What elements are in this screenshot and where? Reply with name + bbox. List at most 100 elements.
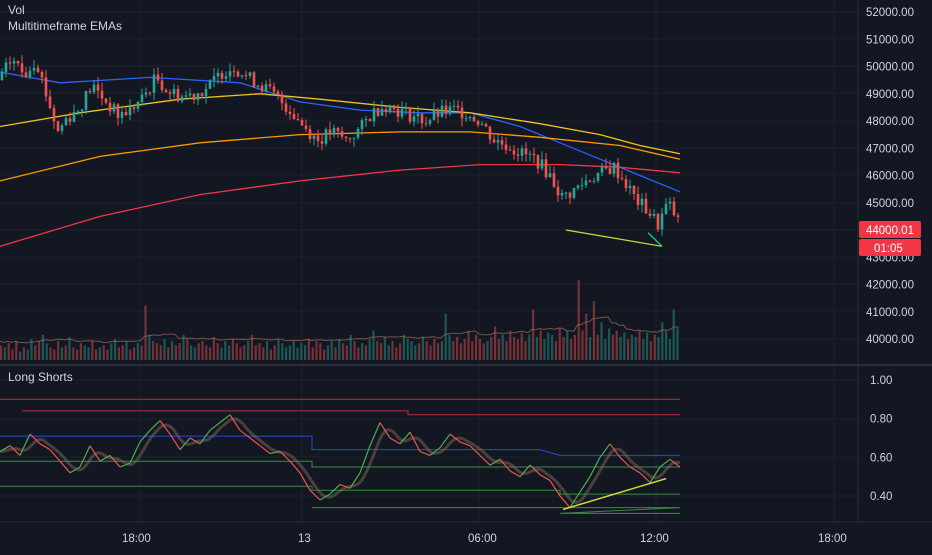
volume-bar [532,309,535,360]
candle-body [360,120,364,129]
volume-bar [57,341,60,360]
volume-bar [0,345,3,360]
oscillator-line [269,450,281,455]
volume-bar [239,347,242,360]
volume-bar [300,343,303,360]
candle-body [232,71,236,73]
volume-bar [315,341,318,360]
volume-bar [72,347,75,360]
volume-bar [520,332,523,360]
candle-body [532,153,536,156]
candle-body [376,108,380,116]
candle-body [380,108,384,116]
candle-body [396,108,400,117]
candle-body [444,105,448,114]
volume-bar [642,339,645,360]
oscillator-tick-label: 0.80 [870,414,892,426]
volume-bar [566,330,569,360]
oscillator-line [149,420,161,431]
candle-body [580,185,584,187]
oscillator-line [9,445,21,456]
volume-bar [501,334,504,360]
volume-bar [22,347,25,360]
candle-body [600,165,604,173]
volume-bar [38,341,41,360]
candle-body [336,127,340,132]
candle-body [280,94,284,104]
volume-bar [258,343,261,360]
candle-body [428,120,432,124]
candle-body [268,84,272,87]
candle-body [72,112,76,122]
volume-bar [634,336,637,360]
volume-bar [452,341,455,360]
candle-body [476,121,480,125]
time-tick-label: 12:00 [640,533,669,545]
volume-bar [117,347,120,360]
candle-body [124,112,128,115]
volume-bar [148,334,151,360]
candle-body [596,172,600,181]
candle-body [584,180,588,185]
volume-bar [121,345,124,360]
volume-bar [630,334,633,360]
oscillator-line [189,437,201,445]
volume-bar [26,349,29,360]
volume-bar [182,334,185,360]
oscillator-line [29,433,41,445]
oscillator-line [419,450,431,456]
oscillator-line [359,445,371,474]
volume-bar [136,343,139,360]
candle-body [436,110,440,117]
volume-legend: Vol [8,3,25,17]
candle-body [252,72,256,87]
candlesticks [0,55,680,247]
candle-body [440,105,444,117]
volume-bar [171,341,174,360]
volume-bar [585,313,588,360]
volume-bar [376,341,379,360]
countdown-label: 01:05 [874,243,903,255]
volume-bar [600,322,603,360]
volume-bar [516,339,519,360]
candle-body [484,123,488,127]
volume-bar [619,336,622,360]
volume-bar [490,336,493,360]
price-tick-label: 51000.00 [866,34,914,46]
candle-body [676,215,680,217]
volume-bar [155,343,158,360]
volume-bar [129,349,132,360]
volume-bar [459,343,462,360]
candle-body [288,111,292,114]
ema-legend: Multitimeframe EMAs [8,19,123,33]
volume-bar [254,345,257,360]
volume-bar [79,343,82,360]
candle-body [556,186,560,196]
volume-bar [638,330,641,360]
candle-body [508,149,512,151]
candle-body [472,116,476,121]
candle-body [104,98,108,103]
candle-body [592,180,596,182]
candle-body [616,162,620,179]
oscillator-tick-label: 0.60 [870,452,892,464]
oscillator-line [139,429,151,443]
price-tick-label: 41000.00 [866,307,914,319]
candle-body [416,114,420,117]
volume-bar [60,347,63,360]
volume-bar [665,330,668,360]
oscillator-line [409,431,421,452]
oscillator-line [289,460,301,474]
candle-body [164,90,168,93]
candle-body [60,125,64,131]
volume-bar [383,336,386,360]
volume-bar [596,334,599,360]
oscillator-line [69,466,81,474]
oscillator-line [509,470,521,478]
oscillator-line [439,433,451,449]
oscillator-level [0,460,680,468]
oscillator-line [489,458,501,466]
